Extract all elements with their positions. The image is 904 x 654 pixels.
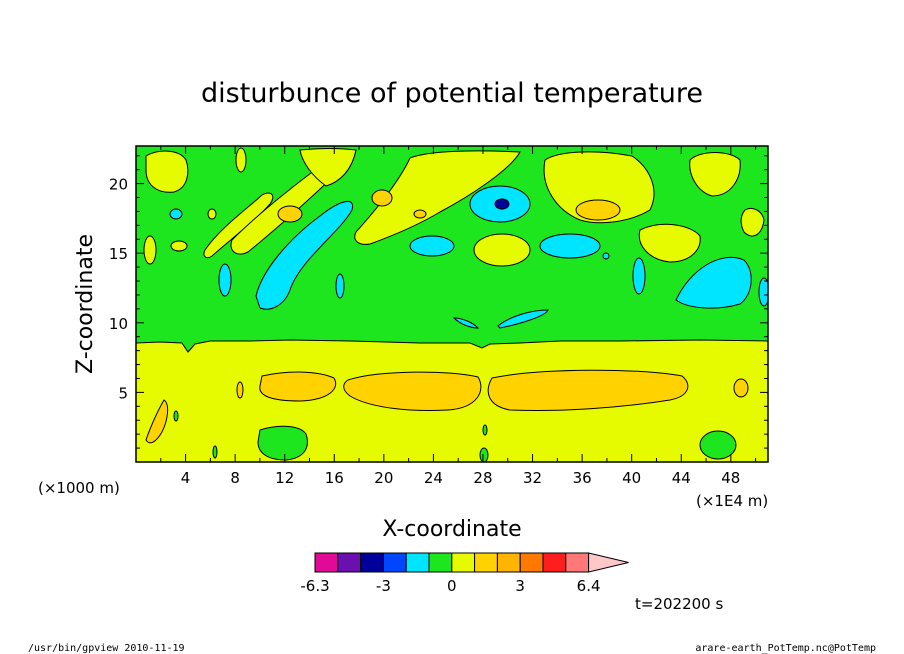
y-tick-label: 15: [109, 245, 128, 263]
x-tick-label: 20: [374, 469, 393, 487]
colorbar-cell: [565, 552, 590, 573]
x-tick-label: 28: [473, 469, 492, 487]
x-unit-left: (×1000 m): [38, 479, 120, 497]
colorbar: -6.3 -3 0 3 6.4: [300, 552, 629, 595]
x-tick-label: 16: [325, 469, 344, 487]
x-tick-label: 40: [622, 469, 641, 487]
x-tick-label: 44: [672, 469, 691, 487]
blob-green-lower-2: [699, 430, 737, 460]
blob-yellow-right-2: [638, 223, 701, 263]
x-tick-label: 8: [230, 469, 240, 487]
y-axis-label: Z-coordinate: [73, 234, 98, 374]
x-axis-label: X-coordinate: [382, 517, 521, 542]
blob-yellow-small-3: [170, 240, 188, 252]
blob-yellow-upper-mid: [354, 150, 521, 245]
footer-left: /usr/bin/gpview 2010-11-19: [28, 643, 185, 654]
x-tick-label: 48: [721, 469, 740, 487]
blob-green-lower-1: [257, 425, 308, 461]
plot-frame: [135, 145, 769, 463]
colorbar-cell: [405, 552, 430, 573]
patch-cyan-10: [758, 277, 768, 307]
patch-cyan-4: [539, 233, 601, 259]
patch-cyan-11: [497, 309, 549, 329]
blob-orange-left: [145, 399, 169, 444]
streak-yellow-1: [203, 192, 274, 259]
blob-green-lower-5: [212, 445, 218, 459]
blob-yellow-small-2: [143, 235, 157, 265]
band-orange-3: [487, 369, 689, 412]
colorbar-cell: [382, 552, 407, 573]
colorbar-cell: [519, 552, 544, 573]
blob-yellow-right-4: [740, 207, 765, 237]
y-axis: 5 10 15 20: [109, 155, 768, 449]
patch-gold-3: [575, 199, 621, 221]
footer-right: arare-earth_PotTemp.nc@PotTemp: [695, 643, 876, 654]
colorbar-tick-label: 6.4: [577, 577, 601, 595]
patch-cyan-6: [335, 273, 345, 299]
colorbar-tick-label: 3: [515, 577, 525, 595]
x-tick-label: 32: [523, 469, 542, 487]
blob-yellow-center: [473, 233, 531, 267]
patch-gold-1: [277, 205, 303, 223]
blob-yellow-right-3: [689, 152, 741, 197]
colorbar-cell: [496, 552, 521, 573]
colorbar-cell: [360, 552, 384, 573]
x-axis: 4 8 12 16 20 24 28 32 36 40 44 48: [160, 146, 757, 487]
blob-green-lower-4: [482, 424, 488, 436]
colorbar-cell: [451, 552, 476, 573]
patch-cyan-1: [255, 201, 354, 310]
x-tick-label: 12: [275, 469, 294, 487]
colorbar-cell: [588, 552, 629, 573]
patch-cyan-3: [409, 235, 455, 257]
x-unit-right: (×1E4 m): [696, 492, 768, 510]
patch-gold-4: [413, 209, 427, 219]
blob-orange-small: [733, 378, 749, 398]
colorbar-tick-label: -6.3: [300, 577, 329, 595]
y-tick-label: 20: [109, 176, 128, 194]
x-tick-label: 4: [181, 469, 191, 487]
patch-cyan-13: [602, 252, 610, 260]
patch-cyan-8: [169, 208, 183, 220]
blob-yellow-top-left: [145, 150, 189, 193]
blob-yellow-small-1: [235, 147, 247, 173]
blob-orange-tiny: [236, 381, 244, 399]
colorbar-tick-label: -3: [376, 577, 391, 595]
colorbar-tick-label: 0: [447, 577, 457, 595]
colorbar-cell: [542, 552, 567, 573]
x-tick-label: 24: [424, 469, 443, 487]
time-label: t=202200 s: [635, 595, 723, 613]
plot-area: [136, 146, 768, 462]
patch-cyan-9: [632, 257, 646, 295]
blob-yellow-right-1: [543, 151, 655, 224]
blob-yellow-small-4: [207, 208, 217, 220]
colorbar-cell: [474, 552, 498, 573]
y-tick-label: 10: [109, 315, 128, 333]
y-tick-label: 5: [118, 384, 128, 402]
patch-cyan-12: [452, 317, 480, 329]
colorbar-cell: [337, 552, 362, 573]
chart-title: disturbunce of potential temperature: [201, 78, 703, 109]
blob-green-lower-6: [173, 410, 179, 422]
colorbar-cell: [428, 552, 453, 573]
band-orange-1: [259, 371, 336, 402]
patch-cyan-7: [218, 263, 232, 297]
streak-yellow-3: [299, 148, 357, 187]
colorbar-cell: [314, 552, 339, 573]
patch-gold-2: [371, 189, 393, 207]
blob-green-lower-3: [479, 447, 489, 462]
patch-blue-core: [494, 198, 510, 210]
band-orange-2: [343, 371, 482, 411]
patch-cyan-5: [675, 256, 752, 309]
x-tick-label: 36: [573, 469, 592, 487]
